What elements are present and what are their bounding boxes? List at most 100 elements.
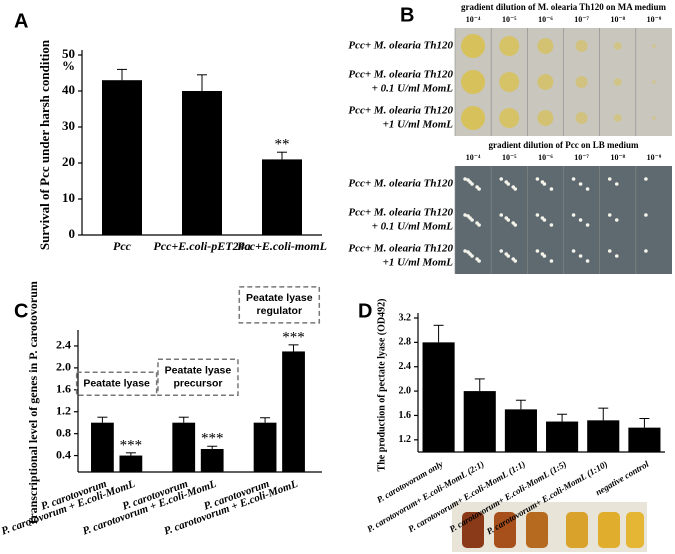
colony <box>504 216 509 220</box>
y-tick-label: 2.4 <box>56 338 71 352</box>
colony <box>607 213 612 217</box>
colony <box>585 223 590 227</box>
colony <box>535 213 540 217</box>
colony-spot <box>613 78 622 86</box>
row-label: + 0.1 U/ml MomL <box>372 221 454 233</box>
dilution-label: 10⁻⁶ <box>538 153 553 162</box>
x-tick-label: Pcc+E.coli-momL <box>237 239 327 253</box>
bar <box>504 409 537 452</box>
y-axis-label: The production of pectate lyase (OD492) <box>376 299 387 472</box>
y-tick-label: 0.8 <box>56 425 71 439</box>
colony <box>499 177 504 181</box>
dilution-label: 10⁻⁵ <box>502 15 517 24</box>
colony <box>644 177 648 181</box>
colony <box>463 177 467 181</box>
y-axis-label: Transcriptional level of genes in P. car… <box>26 281 40 526</box>
y-tick-label: 2.4 <box>399 361 412 372</box>
plate-title: gradient dilution of Pcc on LB medium <box>488 140 639 150</box>
y-tick-label: 50 <box>62 46 75 61</box>
significance: *** <box>201 431 224 447</box>
colony <box>466 250 470 254</box>
y-axis-label: Survival of Pcc under harsh condition <box>37 39 52 250</box>
row-label: Pcc+ M. olearia Th120 <box>348 207 453 219</box>
group-label: Peatate lyase <box>246 292 313 304</box>
y-tick-label: 20 <box>62 154 75 169</box>
row-label: Pcc+ M. olearia Th120 <box>348 178 453 190</box>
colony <box>475 221 479 225</box>
dilution-label: 10⁻⁸ <box>610 15 625 24</box>
colony <box>540 252 545 256</box>
bar <box>200 448 224 472</box>
colony <box>463 213 467 217</box>
row-label: +1 U/ml MomL <box>383 257 454 269</box>
x-tick-label: Pcc <box>113 239 132 253</box>
colony <box>540 216 545 220</box>
group-label: precursor <box>173 377 222 389</box>
colony <box>607 249 612 253</box>
y-tick-label: 1.6 <box>56 382 71 396</box>
y-tick-label: 40 <box>62 82 75 97</box>
bar <box>422 342 455 452</box>
colony <box>578 218 583 222</box>
colony <box>535 249 540 253</box>
colony-spot <box>461 106 486 130</box>
bar <box>253 422 277 472</box>
significance: *** <box>282 329 305 345</box>
colony-spot <box>613 114 622 122</box>
dilution-label: 10⁻⁴ <box>466 15 481 24</box>
colony <box>571 213 576 217</box>
colony <box>614 182 619 186</box>
colony <box>463 249 467 253</box>
colony <box>607 177 612 181</box>
y-tick-label: 30 <box>62 118 75 133</box>
colony <box>571 249 576 253</box>
colony-spot <box>537 110 554 126</box>
colony-spot <box>499 36 520 56</box>
colony <box>511 221 516 225</box>
y-tick-label: 10 <box>62 190 75 205</box>
group-box <box>238 286 321 324</box>
colony-spot <box>651 44 656 48</box>
colony <box>535 177 540 181</box>
colony <box>466 178 470 182</box>
y-tick-label: 0.4 <box>56 447 71 461</box>
colony-spot <box>651 80 656 84</box>
x-tick-label: P. carotovorum + E.coli-MomL <box>0 478 137 538</box>
colony-spot <box>537 74 554 90</box>
colony-spot <box>461 70 486 94</box>
colony <box>571 177 576 181</box>
y-tick-label: 0 <box>69 226 76 241</box>
dilution-label: 10⁻⁸ <box>610 153 625 162</box>
row-label: Pcc+ M. olearia Th120 <box>348 40 453 52</box>
dilution-label: 10⁻⁷ <box>574 153 589 162</box>
colony-spot <box>575 76 588 88</box>
colony <box>549 223 554 227</box>
bar <box>546 421 579 452</box>
tubes-photo <box>452 502 647 552</box>
dilution-label: 10⁻⁷ <box>574 15 589 24</box>
colony <box>585 187 590 191</box>
colony-spot <box>575 112 588 124</box>
x-tick-label: Pcc+E.coli-pET24a <box>153 239 250 253</box>
colony <box>578 254 583 258</box>
colony <box>585 259 590 263</box>
panel-label: B <box>400 4 414 26</box>
bar <box>91 422 114 472</box>
colony-spot <box>499 72 520 92</box>
colony <box>499 213 504 217</box>
colony <box>511 257 516 261</box>
row-label: Pcc+ M. olearia Th120 <box>348 69 453 81</box>
row-label: +1 U/ml MomL <box>383 119 454 131</box>
colony <box>549 259 554 263</box>
colony <box>578 182 583 186</box>
row-label: + 0.1 U/ml MomL <box>372 83 454 95</box>
colony-spot <box>613 42 622 50</box>
bar <box>587 420 620 452</box>
dilution-label: 10⁻⁶ <box>538 15 553 24</box>
colony <box>644 213 648 217</box>
colony <box>540 180 545 184</box>
colony <box>644 249 648 253</box>
colony <box>466 214 470 218</box>
y-tick-label: 1.2 <box>56 403 71 417</box>
